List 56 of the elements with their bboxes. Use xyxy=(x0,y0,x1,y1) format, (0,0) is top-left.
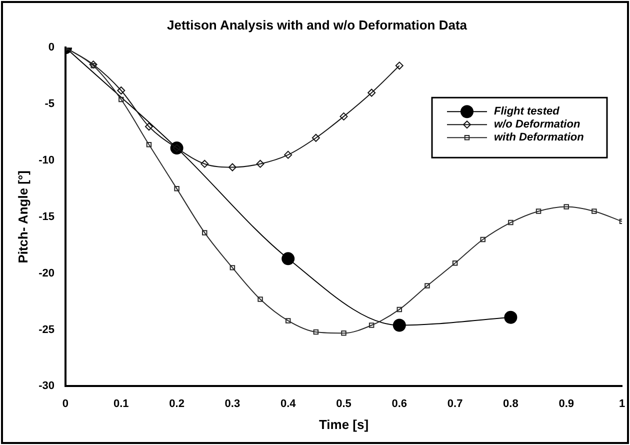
point xyxy=(564,204,569,210)
point xyxy=(282,252,295,266)
point xyxy=(368,88,376,97)
point xyxy=(117,86,126,94)
y-tick-label: 0 xyxy=(48,42,54,54)
point xyxy=(592,208,597,214)
point xyxy=(340,112,348,120)
x-tick-label: 0.4 xyxy=(280,398,297,410)
x-tick-label: 0.2 xyxy=(169,398,184,410)
x-tick-label: 0.9 xyxy=(558,398,574,410)
point xyxy=(200,160,209,168)
x-tick-label: 0.6 xyxy=(392,398,408,410)
point xyxy=(202,230,208,236)
point xyxy=(396,306,402,312)
legend-label: Flight tested xyxy=(494,106,560,118)
y-tick-label: -20 xyxy=(38,267,54,280)
point xyxy=(536,208,542,214)
point xyxy=(118,96,124,102)
y-tick-label: -15 xyxy=(38,210,54,223)
point xyxy=(368,322,374,328)
y-tick-label: -10 xyxy=(38,154,54,166)
legend-label: with Deformation xyxy=(494,132,584,144)
point xyxy=(89,60,98,69)
point xyxy=(285,318,291,324)
y-axis-title: Pitch- Angle [°] xyxy=(15,170,30,264)
x-tick-label: 0.1 xyxy=(114,398,129,410)
x-axis-title: Time [s] xyxy=(318,416,369,432)
x-tick-label: 0 xyxy=(62,398,69,410)
point xyxy=(228,163,236,172)
point xyxy=(144,122,153,131)
point xyxy=(395,62,404,70)
y-tick-label: -30 xyxy=(38,380,54,392)
point xyxy=(508,220,514,226)
point xyxy=(146,142,152,148)
point xyxy=(313,329,319,335)
point xyxy=(504,310,518,324)
point xyxy=(230,265,236,270)
point xyxy=(452,260,458,266)
point xyxy=(392,318,406,332)
x-tick-label: 0.5 xyxy=(336,398,352,410)
point xyxy=(312,134,320,142)
chart-title: Jettison Analysis with and w/o Deformation Data xyxy=(166,17,468,32)
point xyxy=(284,150,292,159)
point xyxy=(424,283,430,288)
x-tick-label: 1 xyxy=(618,398,626,410)
point xyxy=(341,330,346,336)
point xyxy=(258,296,263,302)
x-tick-label: 0.3 xyxy=(224,398,240,410)
point xyxy=(480,236,486,242)
y-tick-label: -5 xyxy=(44,98,54,110)
x-tick-label: 0.7 xyxy=(447,398,463,410)
point xyxy=(256,160,264,168)
x-tick-label: 0.8 xyxy=(503,398,518,410)
point xyxy=(174,186,180,192)
legend-label: w/o Deformation xyxy=(494,118,580,131)
y-tick-label: -25 xyxy=(38,324,54,336)
